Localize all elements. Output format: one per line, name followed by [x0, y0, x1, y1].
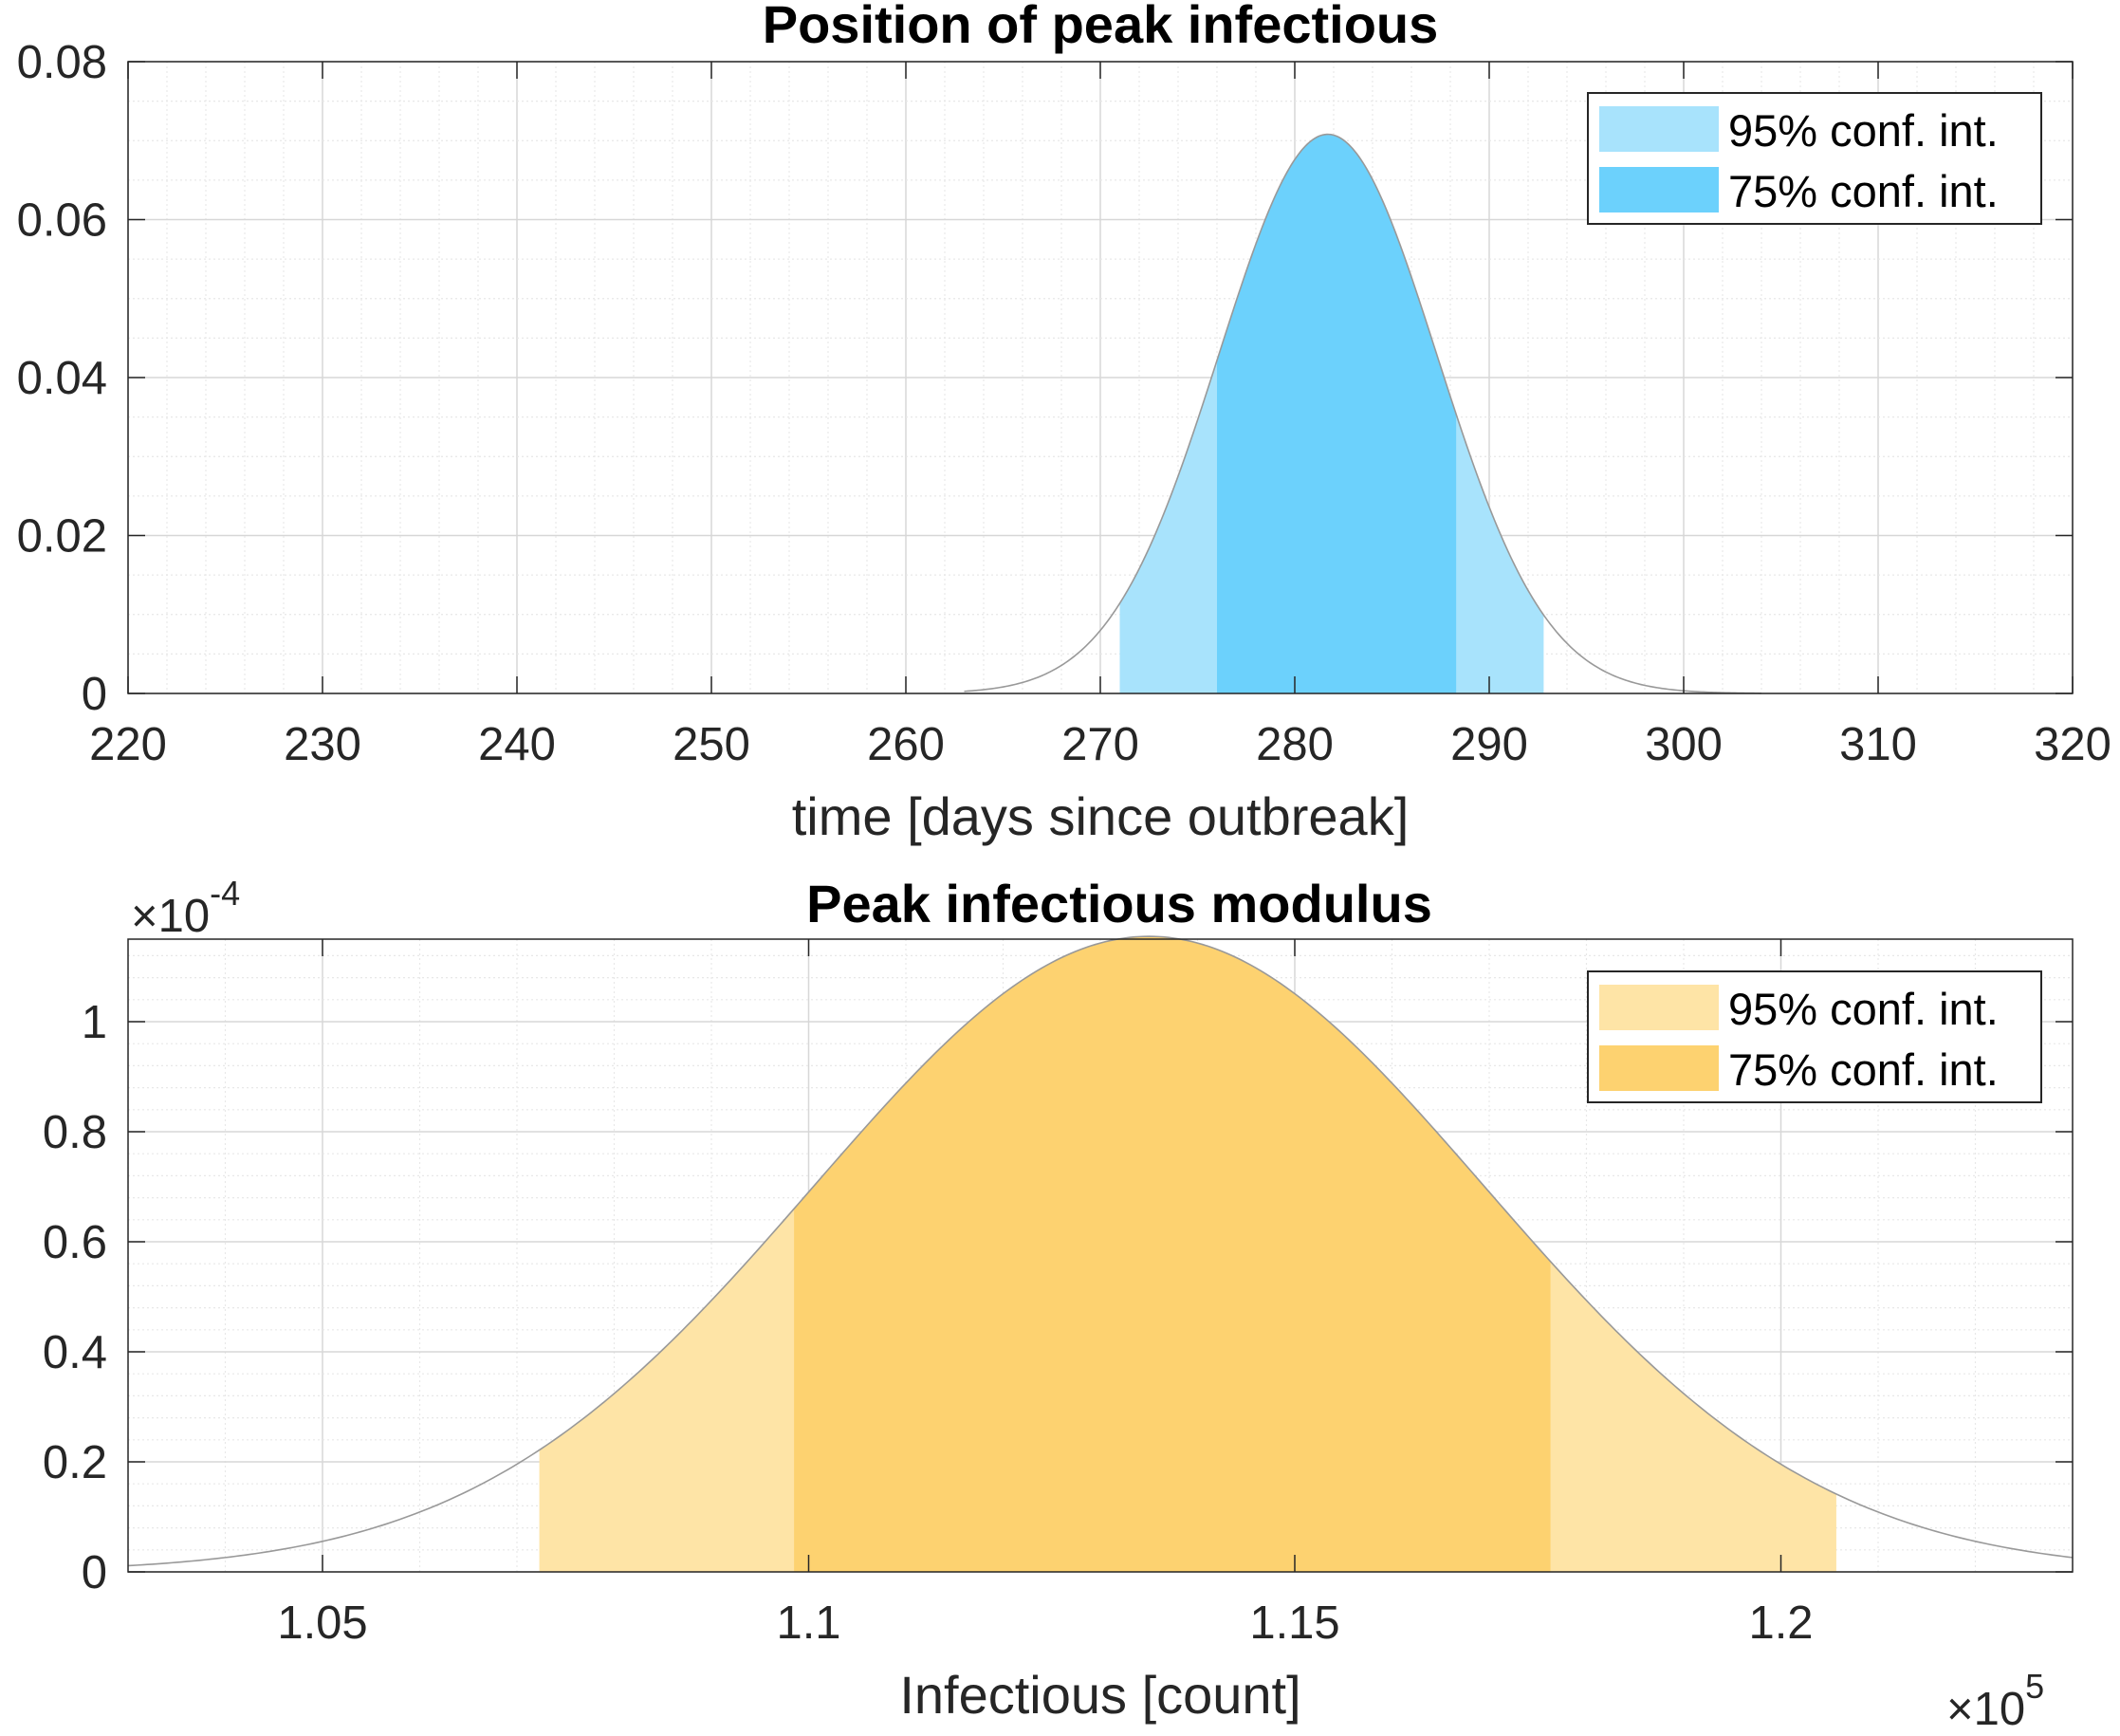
- top-ytick-label: 0.04: [17, 353, 107, 404]
- top-legend-label-75: 75% conf. int.: [1728, 166, 1999, 216]
- top-legend-swatch-75: [1599, 167, 1719, 212]
- top-ytick-label: 0.08: [17, 37, 107, 88]
- top-xlabel: time [days since outbreak]: [792, 786, 1410, 846]
- top-legend-label-95: 95% conf. int.: [1728, 105, 1999, 156]
- bottom-title: Peak infectious modulus: [806, 874, 1432, 933]
- bottom-ytick-label: 0.4: [43, 1327, 107, 1378]
- top-axis-ticks: 220 230 240 250 260 270 280 290 300 310 320 0 0.02 0.…: [17, 37, 2111, 770]
- top-xtick-label: 300: [1645, 719, 1723, 770]
- top-xtick-label: 290: [1450, 719, 1528, 770]
- top-ytick-label: 0.02: [17, 511, 107, 563]
- bottom-xtick-label: 1.2: [1748, 1597, 1813, 1649]
- top-xtick-label: 320: [2034, 719, 2111, 770]
- bottom-ytick-label: 0.2: [43, 1437, 107, 1488]
- bottom-ytick-label: 0.8: [43, 1107, 107, 1158]
- top-xtick-label: 230: [284, 719, 361, 770]
- bottom-band-75: [794, 936, 1551, 1572]
- top-ytick-label: 0: [82, 669, 107, 720]
- bottom-y-multiplier: ×10-4: [131, 874, 240, 942]
- top-xtick-label: 220: [89, 719, 167, 770]
- bottom-legend-swatch-95: [1599, 985, 1719, 1030]
- bottom-axes-box: [127, 938, 2074, 1573]
- bottom-density-marks: [127, 935, 2074, 1572]
- top-legend: 95% conf. int. 75% conf. int.: [1587, 92, 2042, 225]
- bottom-ytick-label: 0.6: [43, 1217, 107, 1268]
- bottom-x-multiplier-base: ×10: [1946, 1684, 2025, 1731]
- bottom-xtick-label: 1.15: [1249, 1597, 1339, 1649]
- top-xtick-label: 250: [673, 719, 750, 770]
- top-xtick-label: 240: [478, 719, 556, 770]
- top-ytick-label: 0.06: [17, 195, 107, 247]
- top-title: Position of peak infectious: [763, 0, 1439, 54]
- top-xtick-label: 270: [1061, 719, 1139, 770]
- bottom-y-multiplier-exp: -4: [210, 874, 240, 913]
- bottom-legend-label-75: 75% conf. int.: [1728, 1044, 1999, 1095]
- bottom-xtick-label: 1.05: [277, 1597, 367, 1649]
- bottom-ytick-label: 1: [82, 997, 107, 1048]
- bottom-xtick-label: 1.1: [776, 1597, 840, 1649]
- top-xtick-label: 280: [1256, 719, 1334, 770]
- bottom-ytick-label: 0: [82, 1547, 107, 1598]
- bottom-legend: 95% conf. int. 75% conf. int.: [1587, 970, 2042, 1103]
- top-density-curve: [964, 133, 1762, 694]
- top-xtick-label: 260: [867, 719, 945, 770]
- top-legend-swatch-95: [1599, 106, 1719, 152]
- bottom-axis-ticks: 1.05 1.1 1.15 1.2 0 0.2 0.4 0.6 0.8 1: [43, 939, 2073, 1649]
- bottom-legend-swatch-75: [1599, 1045, 1719, 1091]
- bottom-legend-label-95: 95% conf. int.: [1728, 984, 1999, 1034]
- bottom-xlabel: Infectious [count]: [899, 1665, 1300, 1725]
- bottom-y-multiplier-base: ×10: [131, 891, 210, 942]
- bottom-x-multiplier: ×105: [1946, 1667, 2044, 1731]
- bottom-x-multiplier-exp: 5: [2025, 1667, 2044, 1706]
- top-xtick-label: 310: [1839, 719, 1917, 770]
- top-panel: 220 230 240 250 260 270 280 290 300 310 320 0 0.02 0.…: [17, 0, 2111, 846]
- top-density-marks: [964, 133, 1762, 694]
- top-band-75: [1217, 134, 1457, 694]
- bottom-density-curve: [127, 935, 2074, 1567]
- bottom-panel: 1.05 1.1 1.15 1.2 0 0.2 0.4 0.6 0.8 1 Peak infect…: [43, 874, 2074, 1735]
